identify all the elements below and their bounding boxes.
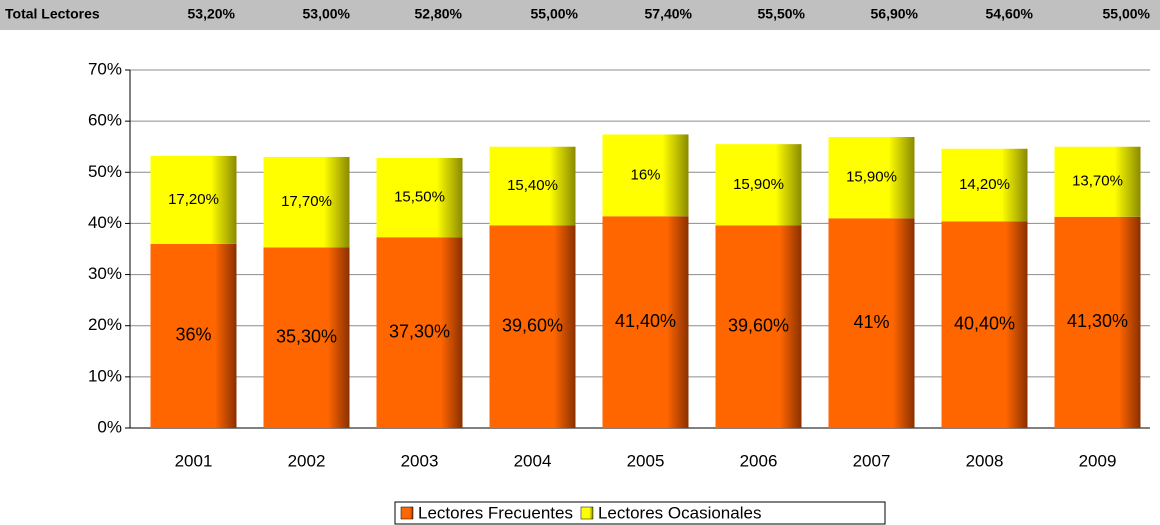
bar-segment xyxy=(828,218,915,428)
y-tick-label: 40% xyxy=(88,213,122,232)
summary-cell: 54,60% xyxy=(986,6,1034,22)
summary-label: Total Lectores xyxy=(5,6,100,22)
x-tick-label: 2005 xyxy=(627,451,665,470)
y-tick-label: 0% xyxy=(97,417,122,436)
y-tick-label: 50% xyxy=(88,162,122,181)
bar-segment xyxy=(489,146,576,226)
data-label: 15,90% xyxy=(846,169,897,186)
bar-segment xyxy=(828,136,915,219)
bar-segment xyxy=(376,237,463,428)
legend-label: Lectores Frecuentes xyxy=(418,503,573,522)
data-label: 40,40% xyxy=(954,313,1015,333)
bar-segment xyxy=(715,144,802,226)
bar-segment xyxy=(489,225,576,428)
bar-segment xyxy=(150,155,237,244)
legend-label: Lectores Ocasionales xyxy=(598,503,761,522)
x-tick-label: 2006 xyxy=(740,451,778,470)
data-label: 17,20% xyxy=(168,191,219,208)
legend-swatch xyxy=(400,506,414,520)
summary-cell: 53,00% xyxy=(303,6,351,22)
data-label: 41,40% xyxy=(615,311,676,331)
x-tick-label: 2001 xyxy=(175,451,213,470)
y-tick-label: 10% xyxy=(88,366,122,385)
legend-box xyxy=(394,501,886,525)
x-tick-label: 2008 xyxy=(966,451,1004,470)
data-label: 16% xyxy=(630,166,660,183)
bar-segment xyxy=(1054,216,1141,428)
summary-cell: 57,40% xyxy=(645,6,693,22)
bar-segment xyxy=(715,225,802,428)
bar-segment xyxy=(602,134,689,217)
bar-segment xyxy=(263,247,350,428)
bar-segment xyxy=(941,221,1028,428)
bar-segment xyxy=(263,156,350,248)
data-label: 15,40% xyxy=(507,177,558,194)
bar-segment xyxy=(150,243,237,428)
data-label: 39,60% xyxy=(502,315,563,335)
summary-cell: 55,00% xyxy=(531,6,579,22)
data-label: 41,30% xyxy=(1067,311,1128,331)
y-tick-label: 30% xyxy=(88,264,122,283)
data-label: 41% xyxy=(853,312,889,332)
summary-cell: 56,90% xyxy=(871,6,919,22)
summary-row xyxy=(0,0,1160,30)
data-label: 39,60% xyxy=(728,315,789,335)
x-tick-label: 2004 xyxy=(514,451,552,470)
summary-cell: 53,20% xyxy=(188,6,236,22)
y-tick-label: 70% xyxy=(88,59,122,78)
bar-segment xyxy=(1054,146,1141,217)
x-tick-label: 2009 xyxy=(1079,451,1117,470)
data-label: 14,20% xyxy=(959,176,1010,193)
y-tick-label: 60% xyxy=(88,111,122,130)
data-label: 17,70% xyxy=(281,193,332,210)
summary-cell: 52,80% xyxy=(415,6,463,22)
x-tick-label: 2002 xyxy=(288,451,326,470)
legend-swatch xyxy=(580,506,594,520)
bar-segment xyxy=(602,216,689,428)
summary-cell: 55,50% xyxy=(758,6,806,22)
y-tick-label: 20% xyxy=(88,315,122,334)
bar-segment xyxy=(376,157,463,238)
data-label: 35,30% xyxy=(276,326,337,346)
bar-segment xyxy=(941,148,1028,222)
data-label: 36% xyxy=(175,325,211,345)
data-label: 37,30% xyxy=(389,321,450,341)
data-label: 15,90% xyxy=(733,176,784,193)
data-label: 15,50% xyxy=(394,189,445,206)
x-tick-label: 2003 xyxy=(401,451,439,470)
x-tick-label: 2007 xyxy=(853,451,891,470)
data-label: 13,70% xyxy=(1072,173,1123,190)
summary-cell: 55,00% xyxy=(1103,6,1151,22)
